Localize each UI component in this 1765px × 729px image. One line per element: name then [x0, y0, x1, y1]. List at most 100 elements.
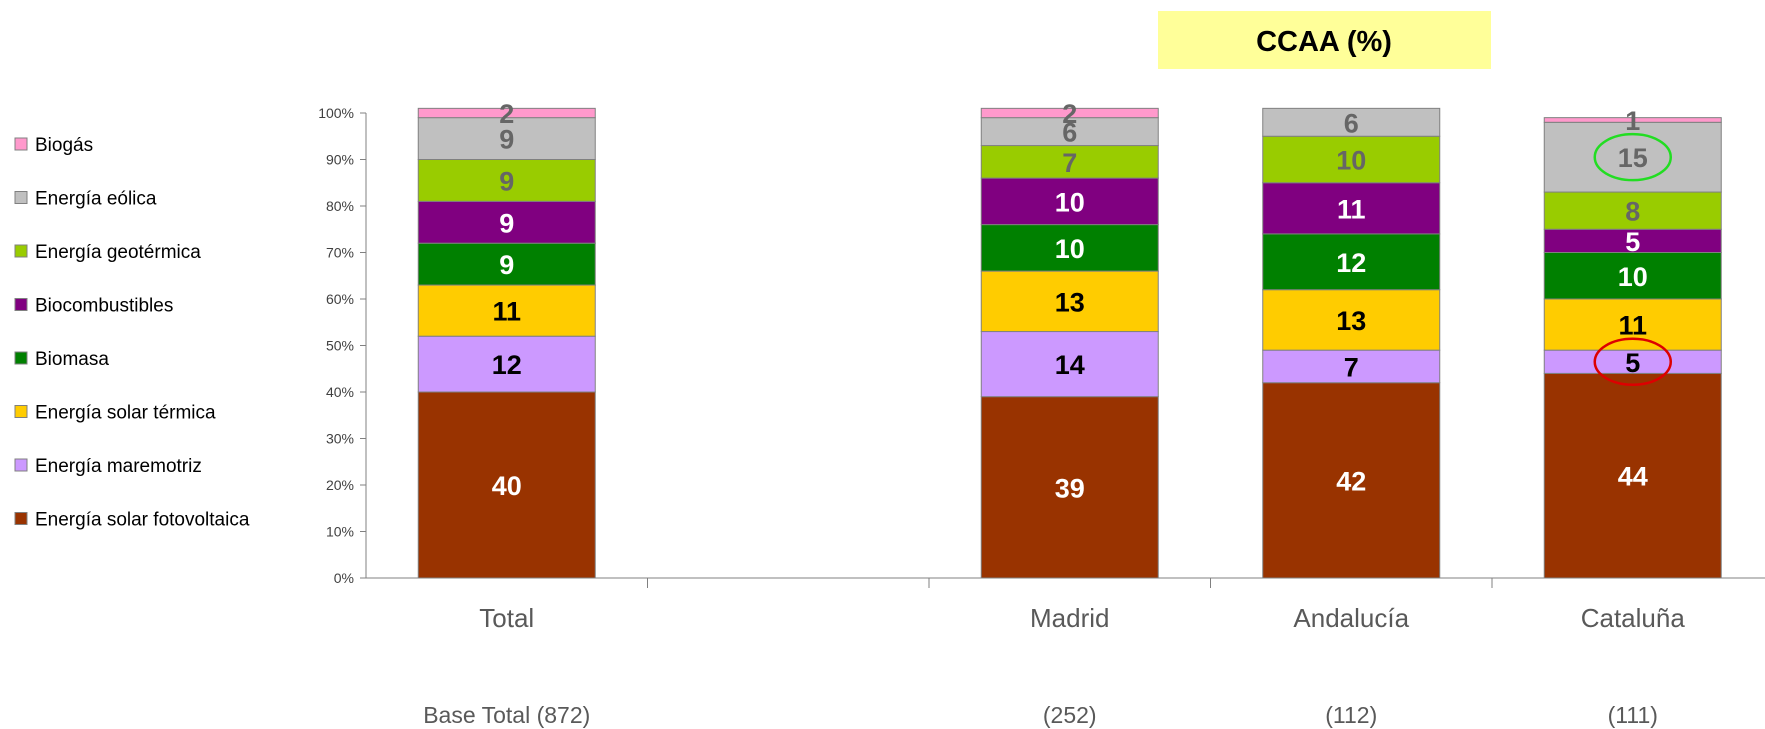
bar-segment-biomasa	[980, 224, 1159, 272]
banner-label: CCAA (%)	[1256, 26, 1392, 58]
data-label: 5	[1625, 348, 1640, 378]
banner-box	[1158, 11, 1491, 69]
bar-segment-energia-solar-termica	[1262, 289, 1441, 351]
data-label: 2	[499, 99, 514, 129]
bar-segment-energia-solar-termica	[980, 270, 1159, 333]
highlight-ellipse-red	[1593, 337, 1672, 387]
legend-swatch-biomasa	[14, 351, 28, 365]
data-label: 7	[1062, 148, 1077, 178]
data-label: 1	[1625, 106, 1640, 136]
bar-segment-energia-maremotriz	[1262, 349, 1441, 384]
data-label: 13	[1055, 287, 1085, 317]
y-tick-label: 0%	[334, 570, 354, 586]
data-label: 40	[492, 471, 522, 501]
data-label: 5	[1625, 227, 1640, 257]
legend-swatch-energia-solar-fotovoltaica	[14, 512, 28, 525]
legend-label: Biocombustibles	[35, 296, 173, 317]
bar-segment-energia-eolica	[980, 117, 1159, 147]
legend-swatch-energia-maremotriz	[14, 458, 28, 472]
bar-segment-biogas	[1543, 117, 1722, 123]
legend-swatch-energia-geotermica	[14, 244, 28, 258]
data-label: 9	[499, 250, 514, 280]
legend-swatch-biogas	[14, 137, 28, 151]
y-tick-label: 30%	[326, 431, 354, 447]
data-label: 11	[1618, 311, 1647, 341]
legend-swatch-energia-solar-termica	[14, 405, 28, 418]
x-category-label: Total	[479, 603, 534, 633]
data-label: 10	[1618, 262, 1648, 292]
annotations	[1593, 132, 1672, 387]
y-tick-label: 70%	[326, 245, 354, 261]
x-category-label: Madrid	[1030, 603, 1109, 633]
base-labels: Base Total (872) (252) (112) (111)	[423, 702, 1658, 728]
legend-swatch-energia-eolica	[14, 191, 28, 204]
data-label: 9	[499, 166, 514, 196]
bar-segment-energia-geotermica	[1262, 135, 1441, 184]
data-label: 14	[1055, 350, 1085, 380]
bar-segment-energia-maremotriz	[980, 331, 1159, 398]
data-label: 9	[499, 208, 514, 238]
legend-label: Energía solar fotovoltaica	[35, 510, 250, 531]
bar-segment-energia-geotermica	[980, 145, 1159, 179]
legend-label: Energía solar térmica	[35, 403, 216, 424]
y-tick-label: 90%	[326, 152, 354, 168]
bar-segment-energia-solar-fotovoltaica	[417, 391, 596, 579]
bar-segment-energia-solar-termica	[1543, 298, 1722, 351]
bar-segment-biocombustibles	[980, 177, 1159, 226]
highlight-ellipse-green	[1593, 132, 1672, 182]
y-tick-label: 80%	[326, 198, 354, 214]
y-tick-label: 20%	[326, 477, 354, 493]
data-label: 11	[492, 297, 521, 327]
data-label: 44	[1618, 462, 1648, 492]
bar-segment-energia-eolica	[1262, 107, 1441, 137]
bar-segment-biogas	[980, 107, 1159, 119]
x-axis-categories: Total Madrid Andalucía Cataluña	[479, 603, 1685, 633]
data-label: 6	[1344, 108, 1359, 138]
data-label: 15	[1618, 143, 1648, 173]
bar-segment-energia-maremotriz	[417, 335, 596, 393]
bar-segment-energia-solar-fotovoltaica	[980, 396, 1159, 579]
legend: Biogás Energía eólica Energía geotérmica Bi…	[14, 135, 250, 531]
legend-label: Energía maremotriz	[35, 456, 202, 477]
data-label: 7	[1344, 352, 1359, 382]
data-label: 10	[1055, 187, 1085, 217]
bar-segment-biogas	[417, 107, 596, 119]
data-label: 10	[1336, 146, 1366, 176]
data-label: 11	[1337, 194, 1366, 224]
bar-segment-biocombustibles	[417, 200, 596, 244]
base-label: Base Total (872)	[423, 702, 590, 728]
y-tick-label: 100%	[318, 105, 354, 121]
bar-segment-energia-solar-termica	[417, 284, 596, 337]
data-label: 9	[499, 125, 514, 155]
bars	[417, 107, 1722, 579]
legend-label: Biomasa	[35, 349, 109, 370]
data-label: 13	[1336, 306, 1366, 336]
bar-segment-biomasa	[417, 242, 596, 286]
bar-segment-energia-geotermica	[417, 159, 596, 202]
bar-segment-energia-geotermica	[1543, 191, 1722, 230]
legend-label: Energía eólica	[35, 189, 157, 210]
bar-segment-energia-solar-fotovoltaica	[1543, 372, 1722, 579]
data-labels: 4012119999239141310107624271312111064451…	[492, 99, 1648, 503]
data-label: 12	[492, 350, 522, 380]
base-label: (111)	[1608, 702, 1658, 728]
data-label: 12	[1336, 248, 1366, 278]
x-category-label: Andalucía	[1293, 603, 1409, 633]
data-label: 10	[1055, 234, 1085, 264]
y-tick-label: 60%	[326, 291, 354, 307]
base-label: (112)	[1325, 702, 1377, 728]
y-tick-label: 10%	[326, 524, 354, 540]
data-label: 8	[1625, 197, 1640, 227]
data-label: 39	[1055, 473, 1085, 503]
data-label: 2	[1062, 99, 1077, 129]
legend-swatch-biocombustibles	[14, 298, 28, 311]
base-label: (252)	[1043, 702, 1097, 728]
data-label: 42	[1336, 466, 1366, 496]
legend-label: Energía geotérmica	[35, 242, 201, 263]
legend-label: Biogás	[35, 135, 93, 156]
y-tick-label: 40%	[326, 384, 354, 400]
x-category-label: Cataluña	[1581, 603, 1686, 633]
data-label: 6	[1062, 118, 1077, 148]
y-tick-label: 50%	[326, 338, 354, 354]
